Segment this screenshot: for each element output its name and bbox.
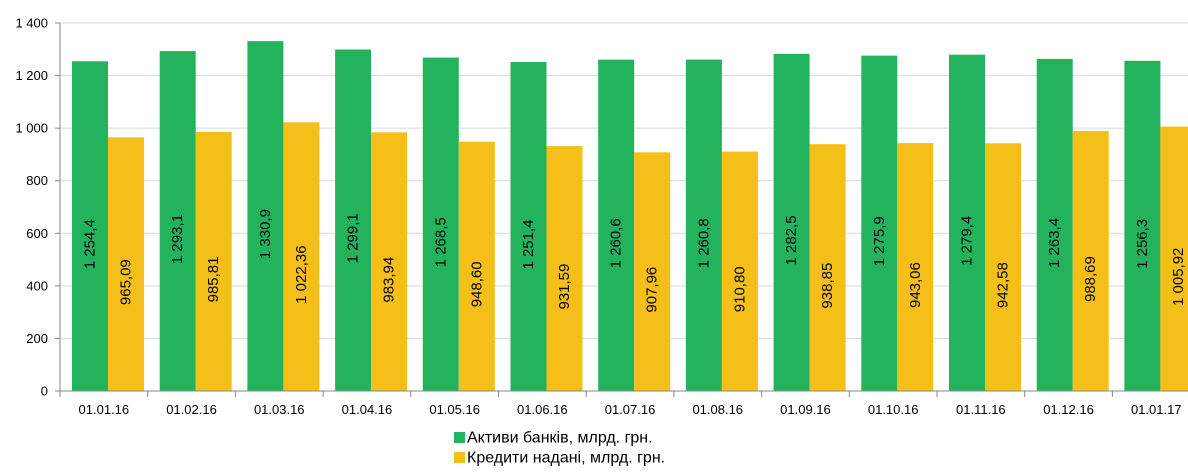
bar-assets bbox=[159, 51, 196, 392]
data-label: 1 268,5 bbox=[432, 217, 449, 267]
data-label: 1 293,1 bbox=[169, 214, 186, 264]
y-axis: 0 200 400 600 800 1 000 1 200 1 400 bbox=[15, 16, 61, 399]
bar-loans bbox=[1072, 131, 1109, 391]
data-label: 931,59 bbox=[556, 264, 573, 310]
y-tick-label: 200 bbox=[26, 331, 48, 346]
data-label: 942,58 bbox=[995, 262, 1012, 308]
x-tick-label: 01.10.16 bbox=[868, 402, 919, 417]
bar-assets bbox=[861, 55, 898, 391]
x-tick-label: 01.02.16 bbox=[166, 402, 217, 417]
x-tick-label: 01.04.16 bbox=[342, 402, 393, 417]
data-label: 1 279,4 bbox=[959, 216, 976, 266]
bars: 1 254,4 965,09 1 293,1 985,81 1 330,9 1 022,3… bbox=[72, 41, 1188, 392]
bar-loans bbox=[634, 152, 671, 391]
bar-assets bbox=[598, 59, 635, 392]
legend-label: Кредити надані, млрд. грн. bbox=[467, 450, 665, 467]
data-label: 985,81 bbox=[205, 256, 222, 302]
legend-label: Активи банків, млрд. грн. bbox=[467, 430, 653, 447]
bar-loans bbox=[546, 146, 583, 391]
data-label: 910,80 bbox=[731, 266, 748, 312]
data-label: 1 251,4 bbox=[520, 220, 537, 270]
bar-assets bbox=[949, 54, 985, 392]
x-tick-label: 01.01.16 bbox=[79, 402, 130, 417]
y-tick-label: 1 000 bbox=[15, 121, 48, 136]
data-label: 965,09 bbox=[118, 259, 135, 305]
x-tick-label: 01.12.16 bbox=[1043, 402, 1094, 417]
data-label: 1 260,6 bbox=[608, 218, 625, 268]
bar-loans bbox=[458, 141, 495, 391]
legend-swatch bbox=[454, 452, 465, 463]
x-tick-label: 01.06.16 bbox=[517, 402, 568, 417]
data-label: 943,06 bbox=[907, 262, 924, 308]
y-tick-label: 1 400 bbox=[15, 16, 48, 31]
bar-assets bbox=[510, 62, 547, 391]
bar-assets bbox=[685, 59, 722, 391]
x-tick-label: 01.11.16 bbox=[956, 402, 1006, 417]
x-tick-label: 01.09.16 bbox=[780, 402, 831, 417]
data-label: 1 260,8 bbox=[695, 218, 712, 268]
bar-loans bbox=[809, 144, 846, 391]
legend: Активи банків, млрд. грн. Кредити надані,… bbox=[454, 430, 665, 467]
bar-loans bbox=[371, 132, 408, 391]
bar-assets bbox=[335, 49, 372, 392]
bar-assets bbox=[247, 41, 284, 392]
bar-assets bbox=[1124, 60, 1161, 391]
data-label: 1 275,9 bbox=[871, 216, 888, 266]
bar-loans bbox=[195, 131, 232, 391]
x-tick-label: 01.08.16 bbox=[692, 402, 743, 417]
bar-loans bbox=[897, 143, 934, 391]
y-tick-label: 1 200 bbox=[15, 68, 48, 83]
data-label: 1 299,1 bbox=[345, 213, 362, 263]
y-tick-label: 400 bbox=[26, 278, 48, 293]
y-tick-label: 600 bbox=[26, 226, 48, 241]
legend-swatch bbox=[454, 432, 465, 443]
data-label: 983,94 bbox=[381, 257, 398, 303]
bar-loans bbox=[721, 151, 758, 391]
bar-loans bbox=[283, 122, 320, 391]
y-tick-label: 800 bbox=[26, 173, 48, 188]
data-label: 907,96 bbox=[644, 267, 661, 313]
data-label: 948,60 bbox=[468, 261, 485, 307]
x-tick-label: 01.07.16 bbox=[605, 402, 656, 417]
data-label: 1 005,92 bbox=[1170, 248, 1187, 306]
data-label: 1 263,4 bbox=[1046, 218, 1063, 268]
bar-loans bbox=[108, 137, 144, 391]
x-tick-label: 01.05.16 bbox=[429, 402, 480, 417]
data-label: 1 256,3 bbox=[1134, 219, 1151, 269]
bar-assets bbox=[773, 53, 810, 392]
data-label: 938,85 bbox=[819, 263, 836, 309]
bar-loans bbox=[1160, 126, 1188, 392]
bar-loans bbox=[985, 143, 1021, 391]
data-label: 1 330,9 bbox=[257, 209, 274, 259]
data-label: 1 254,4 bbox=[82, 219, 99, 269]
y-tick-label: 0 bbox=[41, 384, 48, 399]
data-label: 1 282,5 bbox=[783, 215, 800, 265]
data-label: 988,69 bbox=[1082, 256, 1099, 302]
bar-assets bbox=[72, 61, 108, 391]
x-tick-label: 01.01.17 bbox=[1131, 402, 1182, 417]
x-tick-label: 01.03.16 bbox=[254, 402, 305, 417]
x-axis: 01.01.16 01.02.16 01.03.16 01.04.16 01.05.16… bbox=[59, 390, 1188, 417]
bar-assets bbox=[1036, 58, 1073, 392]
bar-assets bbox=[422, 57, 459, 392]
data-label: 1 022,36 bbox=[293, 245, 310, 303]
